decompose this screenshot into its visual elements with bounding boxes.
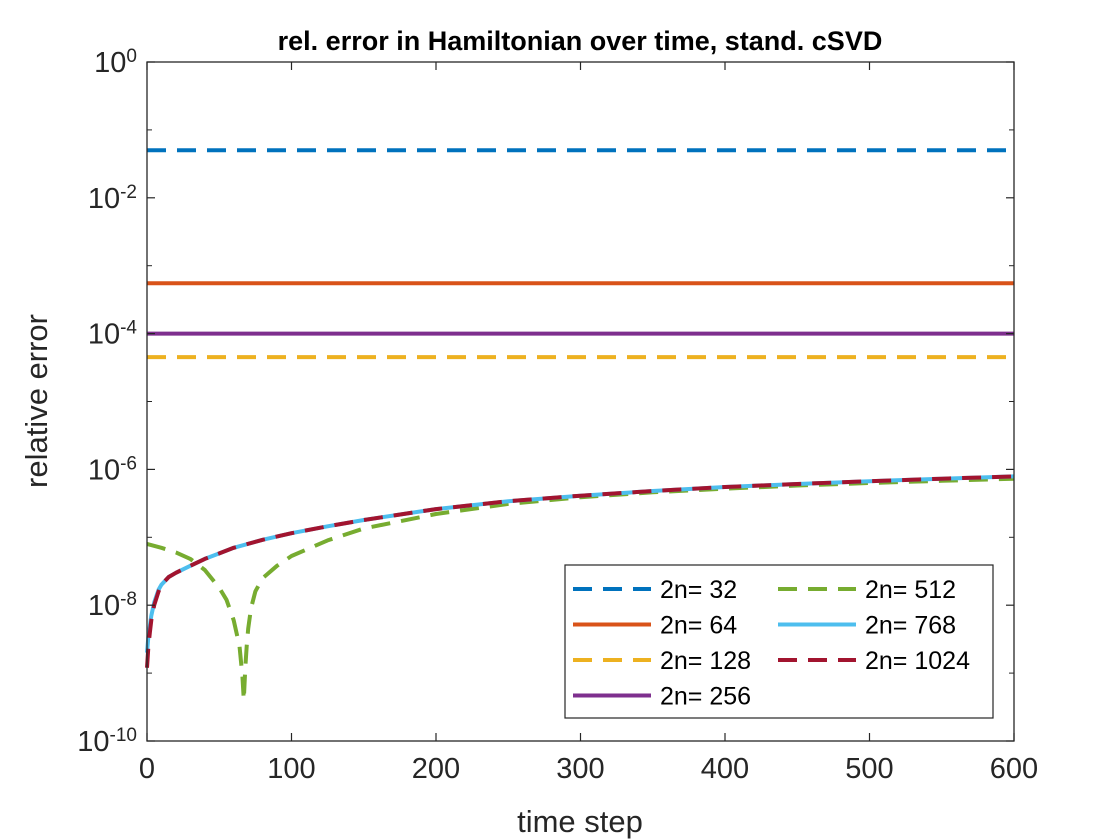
x-tick-label: 100 xyxy=(267,753,315,785)
y-axis-label: relative error xyxy=(19,314,54,488)
legend-label: 2n= 512 xyxy=(865,576,956,604)
x-tick-label: 500 xyxy=(845,753,893,785)
x-tick-label: 600 xyxy=(990,753,1038,785)
y-tick-label: 10-8 xyxy=(88,589,137,623)
tick-layer: 0 100 200 300 400 500 60010-1010-810-610-410-2… xyxy=(77,46,1038,786)
legend: 2n= 32 2n= 64 2n= 128 2n= 256 2n= 512 2n= 768… xyxy=(564,564,994,719)
x-tick-label: 0 xyxy=(139,753,155,785)
y-tick-base: 10 xyxy=(88,183,120,215)
series-line-21024 xyxy=(145,474,1015,668)
legend-label: 2n= 128 xyxy=(660,647,751,675)
y-tick-label: 10-4 xyxy=(88,317,138,351)
y-tick-exponent: 0 xyxy=(126,46,137,67)
y-tick-label: 10-10 xyxy=(77,725,137,759)
y-tick-base: 10 xyxy=(88,319,120,351)
series-layer xyxy=(145,148,1015,703)
y-tick-base: 10 xyxy=(88,454,120,486)
x-tick-label: 300 xyxy=(556,753,604,785)
y-tick-base: 10 xyxy=(94,47,126,79)
y-tick-exponent: -10 xyxy=(110,725,137,746)
y-tick-label: 100 xyxy=(94,46,137,80)
legend-label: 2n= 64 xyxy=(660,612,737,640)
legend-label: 2n= 32 xyxy=(660,576,737,604)
y-tick-base: 10 xyxy=(77,726,109,758)
y-tick-label: 10-6 xyxy=(88,453,137,487)
legend-label: 2n= 768 xyxy=(865,612,956,640)
y-tick-exponent: -2 xyxy=(120,181,137,202)
y-tick-exponent: -8 xyxy=(120,589,137,610)
legend-items: 2n= 32 2n= 64 2n= 128 2n= 256 2n= 512 2n= 768… xyxy=(573,576,970,711)
y-tick-base: 10 xyxy=(88,590,120,622)
x-tick-label: 200 xyxy=(412,753,460,785)
x-axis-label: time step xyxy=(517,804,643,839)
legend-label: 2n= 256 xyxy=(660,683,751,711)
legend-label: 2n= 1024 xyxy=(865,647,970,675)
y-tick-exponent: -4 xyxy=(120,317,137,338)
y-tick-label: 10-2 xyxy=(88,181,137,215)
chart-title: rel. error in Hamiltonian over time, sta… xyxy=(278,26,883,56)
x-tick-label: 400 xyxy=(701,753,749,785)
y-tick-exponent: -6 xyxy=(120,453,137,474)
series-line-2512 xyxy=(146,476,1015,703)
